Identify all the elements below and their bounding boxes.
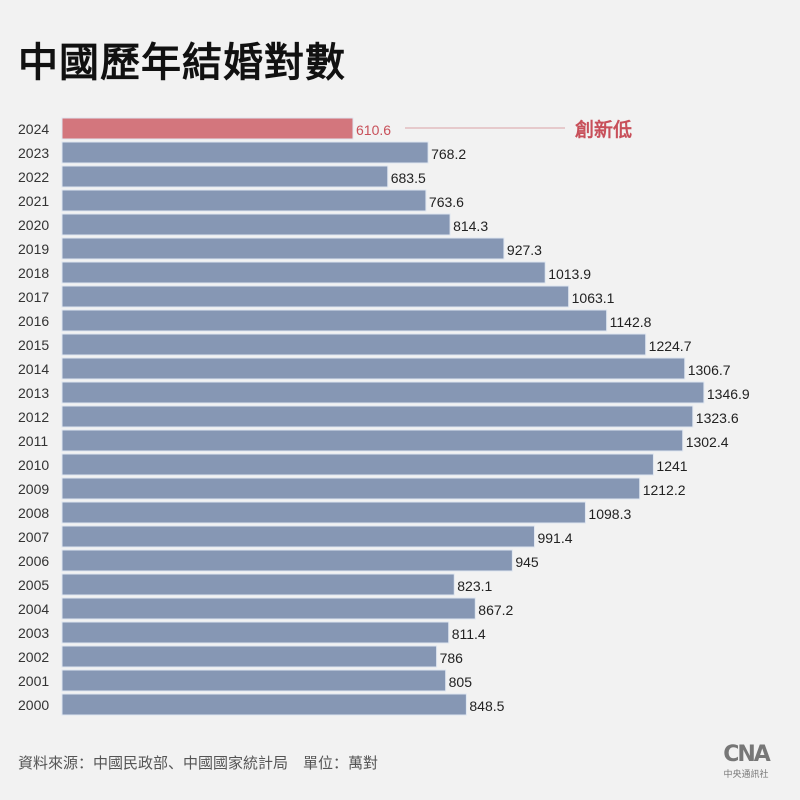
annotation-label: 創新低 bbox=[575, 118, 632, 141]
year-label: 2001 bbox=[18, 673, 49, 689]
bar bbox=[61, 477, 641, 500]
bar bbox=[61, 141, 429, 164]
chart-title: 中國歷年結婚對數 bbox=[18, 40, 346, 86]
year-label: 2007 bbox=[18, 529, 49, 545]
cna-logo: CNA 中央通訊社 bbox=[718, 742, 774, 780]
value-label: 610.6 bbox=[356, 122, 391, 138]
bar bbox=[61, 381, 705, 404]
bar bbox=[61, 525, 535, 548]
value-label: 823.1 bbox=[457, 578, 492, 594]
year-label: 2013 bbox=[18, 385, 49, 401]
year-label: 2020 bbox=[18, 217, 49, 233]
value-label: 945 bbox=[515, 554, 539, 570]
bar bbox=[61, 261, 546, 284]
value-label: 1212.2 bbox=[643, 482, 686, 498]
year-label: 2008 bbox=[18, 505, 49, 521]
value-label: 1306.7 bbox=[688, 362, 731, 378]
year-label: 2024 bbox=[18, 121, 49, 137]
bar bbox=[61, 429, 684, 452]
value-label: 811.4 bbox=[452, 626, 486, 642]
bar bbox=[61, 693, 467, 716]
bar bbox=[61, 597, 476, 620]
bar bbox=[61, 165, 389, 188]
year-label: 2009 bbox=[18, 481, 49, 497]
value-label: 848.5 bbox=[469, 698, 504, 714]
year-label: 2021 bbox=[18, 193, 49, 209]
year-label: 2018 bbox=[18, 265, 49, 281]
value-label: 786 bbox=[440, 650, 464, 666]
bar bbox=[61, 405, 694, 428]
year-label: 2000 bbox=[18, 697, 49, 713]
logo-subtitle: 中央通訊社 bbox=[723, 770, 769, 780]
value-label: 867.2 bbox=[478, 602, 513, 618]
value-label: 927.3 bbox=[507, 242, 542, 258]
bar bbox=[61, 573, 455, 596]
bar bbox=[61, 309, 608, 332]
bar bbox=[61, 501, 586, 524]
value-label: 1346.9 bbox=[707, 386, 750, 402]
year-label: 2010 bbox=[18, 457, 49, 473]
source-note: 資料來源：中國民政部、中國國家統計局 單位：萬對 bbox=[18, 754, 379, 772]
value-label: 1063.1 bbox=[572, 290, 615, 306]
value-label: 763.6 bbox=[429, 194, 464, 210]
value-label: 991.4 bbox=[537, 530, 572, 546]
logo-mark: CNA bbox=[723, 742, 771, 767]
value-label: 1098.3 bbox=[588, 506, 631, 522]
year-label: 2017 bbox=[18, 289, 49, 305]
bar bbox=[61, 189, 427, 212]
year-label: 2016 bbox=[18, 313, 49, 329]
value-label: 814.3 bbox=[453, 218, 488, 234]
year-label: 2023 bbox=[18, 145, 49, 161]
year-label: 2011 bbox=[18, 433, 48, 449]
year-label: 2002 bbox=[18, 649, 49, 665]
year-label: 2022 bbox=[18, 169, 49, 185]
bar bbox=[61, 453, 654, 476]
bar bbox=[61, 549, 513, 572]
year-label: 2014 bbox=[18, 361, 49, 377]
value-label: 805 bbox=[449, 674, 473, 690]
bar bbox=[61, 237, 505, 260]
bar bbox=[61, 213, 451, 236]
value-label: 1302.4 bbox=[686, 434, 729, 450]
value-label: 683.5 bbox=[391, 170, 426, 186]
bar-chart: 2024 610.6 創新低 2023 768.2 2022 683.5 2021 763.6 2… bbox=[18, 117, 750, 716]
year-label: 2003 bbox=[18, 625, 49, 641]
bar bbox=[61, 117, 354, 140]
value-label: 1323.6 bbox=[696, 410, 739, 426]
value-label: 1142.8 bbox=[610, 314, 652, 330]
bar bbox=[61, 333, 647, 356]
bar bbox=[61, 669, 447, 692]
bar bbox=[61, 645, 438, 668]
year-label: 2012 bbox=[18, 409, 49, 425]
year-label: 2019 bbox=[18, 241, 49, 257]
value-label: 1224.7 bbox=[649, 338, 692, 354]
bar bbox=[61, 357, 686, 380]
value-label: 768.2 bbox=[431, 146, 466, 162]
year-label: 2004 bbox=[18, 601, 49, 617]
year-label: 2005 bbox=[18, 577, 49, 593]
year-label: 2006 bbox=[18, 553, 49, 569]
bar bbox=[61, 621, 450, 644]
year-label: 2015 bbox=[18, 337, 49, 353]
value-label: 1241 bbox=[656, 458, 687, 474]
value-label: 1013.9 bbox=[548, 266, 591, 282]
bar bbox=[61, 285, 570, 308]
